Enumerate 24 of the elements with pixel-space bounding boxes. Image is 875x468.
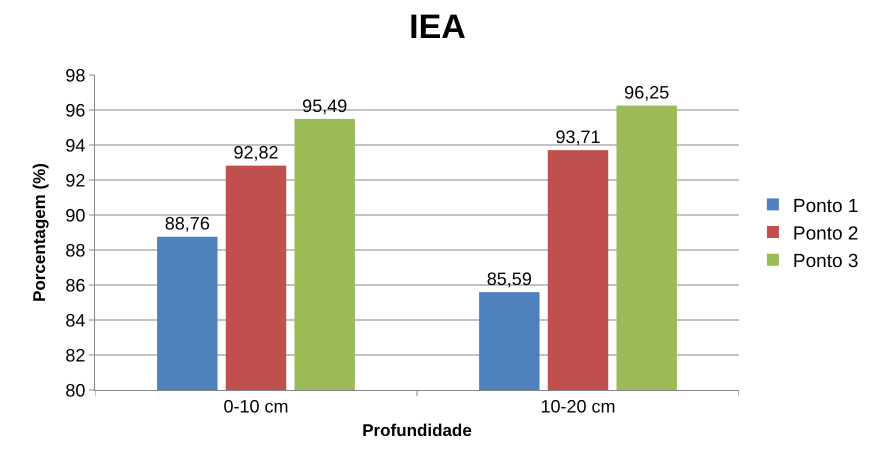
x-tick-label: 0-10 cm [223,396,289,417]
data-label: 95,49 [302,96,348,116]
data-label: 96,25 [624,82,670,103]
data-label: 88,76 [164,214,210,234]
legend-label: Ponto 1 [792,196,858,217]
y-tick-label: 90 [65,205,86,226]
legend-label: Ponto 3 [792,251,858,272]
y-tick-label: 96 [65,100,86,120]
data-label: 93,71 [555,127,601,148]
data-label: 85,59 [486,269,532,290]
y-tick-label: 92 [65,170,86,190]
x-axis-title: Profundidade [362,421,472,440]
y-tick-label: 86 [65,275,86,296]
y-tick-label: 98 [65,65,86,86]
data-label: 92,82 [233,142,279,163]
y-tick-label: 88 [65,240,86,260]
y-tick-label: 82 [65,345,86,366]
y-tick-label: 80 [65,380,86,400]
legend-label: Ponto 2 [792,223,858,244]
y-axis-title: Porcentagem (%) [30,163,49,302]
chart-title: IEA [409,8,466,46]
y-tick-label: 84 [65,310,86,330]
y-tick-label: 94 [65,135,86,156]
x-tick-label: 10-20 cm [540,396,616,417]
